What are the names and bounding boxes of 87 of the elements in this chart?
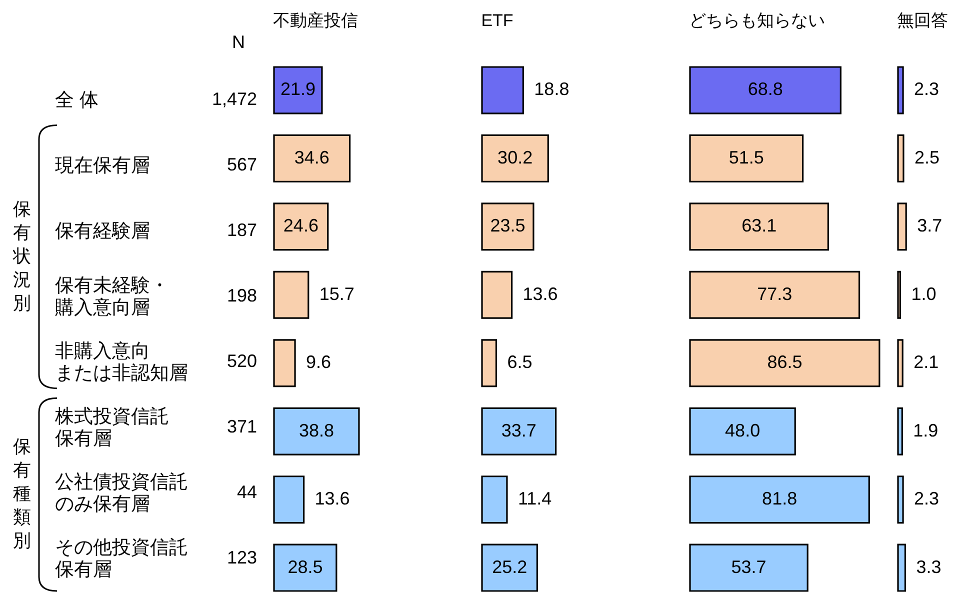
data-label: 18.8	[534, 79, 570, 100]
data-label: 38.8	[298, 420, 334, 440]
category-label: 保有経験層	[55, 220, 150, 242]
category-label: 非購入意向または非認知層	[55, 340, 188, 384]
bar	[481, 134, 549, 182]
data-label: 6.5	[507, 352, 532, 372]
bar	[481, 339, 498, 388]
data-label: 21.9	[280, 79, 316, 100]
data-label: 9.6	[306, 352, 332, 372]
data-label: 3.7	[917, 216, 942, 236]
bar	[689, 407, 796, 456]
data-label: 48.0	[725, 420, 760, 440]
bar	[897, 407, 903, 456]
data-label: 24.6	[283, 216, 318, 236]
chart-title: 無回答	[897, 11, 948, 30]
category-label: 保有未経験・購入意向層	[55, 275, 169, 318]
bar	[897, 544, 906, 592]
data-label: 198	[226, 285, 257, 306]
data-label: 2.5	[914, 147, 940, 168]
bar	[273, 66, 323, 114]
data-label: 34.6	[294, 147, 330, 168]
data-label: 77.3	[757, 284, 792, 304]
category-label: 全 体	[55, 90, 98, 111]
bar	[481, 270, 513, 319]
bar	[689, 339, 880, 388]
data-label: 371	[226, 416, 257, 436]
data-label: 1.0	[911, 284, 936, 304]
bar	[897, 66, 904, 114]
data-label: 3.3	[916, 556, 942, 577]
data-label: 23.5	[490, 216, 526, 236]
bar	[273, 339, 296, 388]
bar	[273, 476, 305, 524]
chart-title: どちらも知らない	[689, 11, 826, 30]
data-label: 44	[236, 482, 257, 502]
bar	[897, 476, 904, 524]
data-label: 15.7	[319, 284, 354, 304]
text: 保有種類別	[13, 436, 31, 551]
bar	[481, 407, 557, 456]
category-label: その他投資信託保有層	[55, 537, 188, 580]
data-label: 123	[226, 547, 257, 568]
bar	[689, 544, 808, 592]
data-label: 187	[226, 220, 257, 240]
category-label: 株式投資信託保有層	[54, 406, 169, 450]
data-label: 86.5	[767, 352, 802, 372]
bar	[897, 134, 904, 182]
bar	[897, 270, 901, 319]
data-label: 30.2	[498, 147, 533, 168]
bar	[689, 66, 842, 114]
data-label: 51.5	[728, 147, 764, 168]
bar	[273, 270, 310, 319]
data-label: 520	[226, 350, 257, 371]
bar	[897, 202, 907, 251]
data-label: 2.3	[914, 488, 940, 509]
bar	[897, 339, 904, 388]
data-label: 1,472	[212, 88, 257, 109]
category-label: 現在保有層	[55, 155, 150, 176]
data-label: 2.3	[914, 79, 940, 100]
text: 保有状況別	[12, 198, 31, 313]
bar	[273, 134, 351, 182]
bar	[481, 544, 538, 592]
data-label: 81.8	[762, 488, 798, 509]
data-label: 28.5	[288, 556, 323, 577]
bar	[273, 544, 338, 592]
category-label: 公社債投資信託のみ保有層	[55, 472, 188, 515]
chart-title: ETF	[481, 11, 514, 30]
bar	[481, 66, 524, 114]
bar	[689, 134, 804, 182]
data-label: 1.9	[913, 420, 938, 440]
data-label: 2.1	[914, 352, 939, 372]
bar	[273, 202, 329, 251]
data-label: 33.7	[501, 420, 536, 440]
bar	[689, 202, 829, 251]
bar	[481, 202, 534, 251]
data-label: 68.8	[748, 79, 783, 100]
data-label: 13.6	[522, 284, 558, 304]
data-label: 53.7	[731, 556, 766, 577]
data-label: 13.6	[314, 488, 350, 509]
bar	[689, 270, 860, 319]
data-label: 63.1	[742, 216, 777, 236]
data-label: 567	[226, 154, 257, 174]
chart-title: 不動産投信	[273, 11, 358, 30]
data-label: 11.4	[518, 488, 552, 509]
data-label: 25.2	[492, 556, 528, 577]
bar	[273, 407, 360, 456]
text: N	[232, 32, 245, 52]
bar	[689, 476, 870, 524]
bar	[481, 476, 508, 524]
